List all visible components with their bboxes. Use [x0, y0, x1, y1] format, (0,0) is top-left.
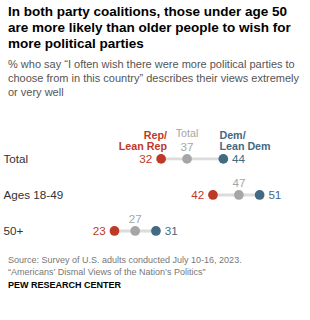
svg-text:50+: 50+ — [3, 224, 23, 237]
html-text:“Americans’ Dismal Views of th: “Americans’ Dismal Views of the Nation’s… — [8, 267, 206, 277]
svg-text:Total: Total — [176, 127, 199, 139]
html-text:% who say “I often wish there: % who say “I often wish there were more … — [8, 57, 299, 99]
svg-text:44: 44 — [232, 152, 245, 165]
svg-text:Dem/Lean Dem: Dem/Lean Dem — [219, 130, 270, 153]
svg-text:47: 47 — [232, 177, 245, 190]
svg-text:23: 23 — [93, 224, 106, 237]
svg-text:27: 27 — [129, 213, 142, 226]
svg-text:42: 42 — [191, 188, 204, 201]
html-text:In both party coalitions, thos: In both party coalitions, those under ag… — [8, 4, 291, 52]
svg-text:51: 51 — [268, 188, 281, 201]
svg-text:Rep/Lean Rep: Rep/Lean Rep — [119, 130, 168, 153]
html-text:Source: Survey of U.S. adults: Source: Survey of U.S. adults conducted … — [8, 255, 242, 266]
svg-text:31: 31 — [165, 224, 178, 237]
svg-text:32: 32 — [139, 152, 152, 165]
svg-text:Ages 18-49: Ages 18-49 — [3, 188, 63, 201]
html-text:PEW RESEARCH CENTER: PEW RESEARCH CENTER — [8, 279, 121, 290]
svg-text:37: 37 — [181, 141, 194, 154]
svg-text:Total: Total — [3, 152, 28, 165]
